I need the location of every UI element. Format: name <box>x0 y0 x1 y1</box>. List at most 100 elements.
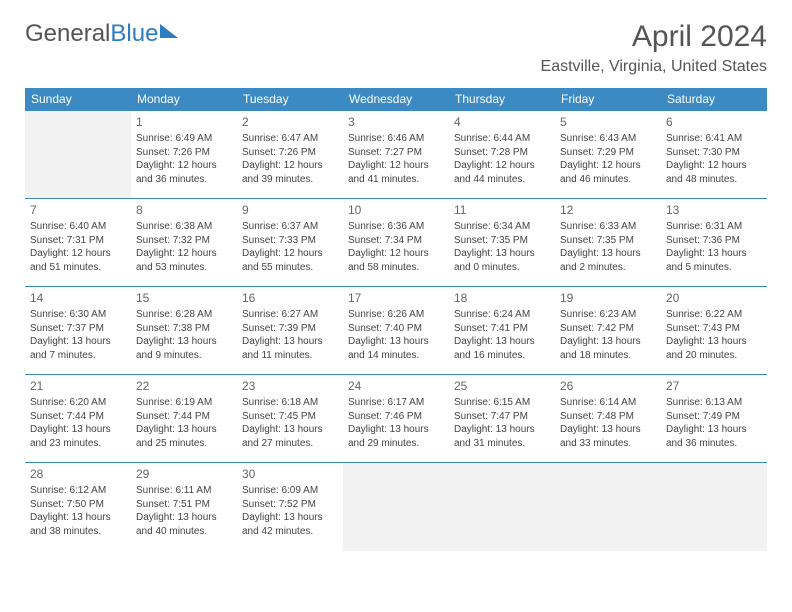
day-info-line: Sunset: 7:35 PM <box>560 234 656 248</box>
day-info-line: Sunset: 7:26 PM <box>242 146 338 160</box>
day-info-line: and 0 minutes. <box>454 261 550 275</box>
day-info-line: and 20 minutes. <box>666 349 762 363</box>
day-info-line: Daylight: 13 hours <box>30 423 126 437</box>
day-number: 5 <box>560 114 656 130</box>
day-info-line: and 38 minutes. <box>30 525 126 539</box>
calendar-day-cell: 21Sunrise: 6:20 AMSunset: 7:44 PMDayligh… <box>25 375 131 463</box>
day-info-line: Sunrise: 6:11 AM <box>136 484 232 498</box>
calendar-header-row: SundayMondayTuesdayWednesdayThursdayFrid… <box>25 88 767 111</box>
day-info-line: Daylight: 13 hours <box>30 335 126 349</box>
day-number: 25 <box>454 378 550 394</box>
day-info-line: Sunset: 7:36 PM <box>666 234 762 248</box>
day-info-line: Sunrise: 6:28 AM <box>136 308 232 322</box>
weekday-header: Saturday <box>661 88 767 111</box>
day-number: 17 <box>348 290 444 306</box>
day-info-line: Daylight: 13 hours <box>136 423 232 437</box>
location-text: Eastville, Virginia, United States <box>541 58 767 76</box>
day-info-line: Daylight: 13 hours <box>560 423 656 437</box>
calendar-day-cell: 27Sunrise: 6:13 AMSunset: 7:49 PMDayligh… <box>661 375 767 463</box>
day-info-line: and 55 minutes. <box>242 261 338 275</box>
day-number: 15 <box>136 290 232 306</box>
day-info-line: Daylight: 13 hours <box>136 335 232 349</box>
day-info-line: and 36 minutes. <box>136 173 232 187</box>
day-info-line: Daylight: 12 hours <box>136 247 232 261</box>
day-info-line: and 23 minutes. <box>30 437 126 451</box>
day-info-line: Daylight: 12 hours <box>454 159 550 173</box>
calendar-day-cell: 6Sunrise: 6:41 AMSunset: 7:30 PMDaylight… <box>661 111 767 199</box>
day-info-line: Sunset: 7:34 PM <box>348 234 444 248</box>
day-info-line: Sunrise: 6:36 AM <box>348 220 444 234</box>
day-info-line: and 27 minutes. <box>242 437 338 451</box>
day-info-line: Sunrise: 6:09 AM <box>242 484 338 498</box>
day-info-line: Sunrise: 6:20 AM <box>30 396 126 410</box>
calendar-week-row: 28Sunrise: 6:12 AMSunset: 7:50 PMDayligh… <box>25 463 767 551</box>
day-info-line: and 48 minutes. <box>666 173 762 187</box>
day-number: 30 <box>242 466 338 482</box>
day-info-line: Sunset: 7:45 PM <box>242 410 338 424</box>
day-info-line: Sunset: 7:32 PM <box>136 234 232 248</box>
calendar-day-cell: 14Sunrise: 6:30 AMSunset: 7:37 PMDayligh… <box>25 287 131 375</box>
calendar-day-cell: 24Sunrise: 6:17 AMSunset: 7:46 PMDayligh… <box>343 375 449 463</box>
day-info-line: Sunrise: 6:18 AM <box>242 396 338 410</box>
day-info-line: Sunrise: 6:24 AM <box>454 308 550 322</box>
day-info-line: Daylight: 12 hours <box>242 159 338 173</box>
day-info-line: Sunrise: 6:19 AM <box>136 396 232 410</box>
day-info-line: Sunset: 7:42 PM <box>560 322 656 336</box>
day-info-line: Daylight: 13 hours <box>666 335 762 349</box>
calendar-day-cell: 1Sunrise: 6:49 AMSunset: 7:26 PMDaylight… <box>131 111 237 199</box>
day-info-line: Sunrise: 6:26 AM <box>348 308 444 322</box>
day-info-line: Sunset: 7:26 PM <box>136 146 232 160</box>
day-info-line: Sunset: 7:48 PM <box>560 410 656 424</box>
day-info-line: and 36 minutes. <box>666 437 762 451</box>
day-number: 10 <box>348 202 444 218</box>
day-info-line: Sunrise: 6:46 AM <box>348 132 444 146</box>
day-info-line: Sunrise: 6:41 AM <box>666 132 762 146</box>
calendar-week-row: 7Sunrise: 6:40 AMSunset: 7:31 PMDaylight… <box>25 199 767 287</box>
day-info-line: Sunset: 7:40 PM <box>348 322 444 336</box>
day-info-line: Sunrise: 6:12 AM <box>30 484 126 498</box>
calendar-empty-cell <box>25 111 131 199</box>
day-info-line: Sunrise: 6:23 AM <box>560 308 656 322</box>
day-number: 8 <box>136 202 232 218</box>
day-number: 24 <box>348 378 444 394</box>
day-info-line: Daylight: 12 hours <box>560 159 656 173</box>
day-info-line: Sunrise: 6:44 AM <box>454 132 550 146</box>
day-number: 18 <box>454 290 550 306</box>
day-info-line: and 51 minutes. <box>30 261 126 275</box>
day-info-line: Sunset: 7:35 PM <box>454 234 550 248</box>
day-info-line: Daylight: 12 hours <box>666 159 762 173</box>
day-info-line: Daylight: 13 hours <box>348 335 444 349</box>
day-info-line: Daylight: 13 hours <box>242 511 338 525</box>
day-info-line: Sunset: 7:50 PM <box>30 498 126 512</box>
day-info-line: Sunset: 7:28 PM <box>454 146 550 160</box>
day-info-line: and 7 minutes. <box>30 349 126 363</box>
day-info-line: and 2 minutes. <box>560 261 656 275</box>
day-info-line: Daylight: 13 hours <box>454 335 550 349</box>
day-info-line: Daylight: 13 hours <box>666 247 762 261</box>
day-info-line: Daylight: 12 hours <box>242 247 338 261</box>
day-number: 12 <box>560 202 656 218</box>
day-info-line: Sunset: 7:30 PM <box>666 146 762 160</box>
day-number: 16 <box>242 290 338 306</box>
day-info-line: and 9 minutes. <box>136 349 232 363</box>
calendar-week-row: 1Sunrise: 6:49 AMSunset: 7:26 PMDaylight… <box>25 111 767 199</box>
day-info-line: and 11 minutes. <box>242 349 338 363</box>
day-info-line: Daylight: 12 hours <box>348 247 444 261</box>
calendar-day-cell: 15 Sunrise: 6:28 AMSunset: 7:38 PMDayligh… <box>131 287 237 375</box>
day-info-line: and 16 minutes. <box>454 349 550 363</box>
logo: GeneralBlue <box>25 20 178 48</box>
day-info-line: Sunrise: 6:34 AM <box>454 220 550 234</box>
day-info-line: Sunrise: 6:43 AM <box>560 132 656 146</box>
calendar-day-cell: 20Sunrise: 6:22 AMSunset: 7:43 PMDayligh… <box>661 287 767 375</box>
day-info-line: Daylight: 12 hours <box>30 247 126 261</box>
day-info-line: Sunrise: 6:38 AM <box>136 220 232 234</box>
calendar-week-row: 21Sunrise: 6:20 AMSunset: 7:44 PMDayligh… <box>25 375 767 463</box>
day-info-line: Sunset: 7:38 PM <box>136 322 232 336</box>
day-info-line: Sunrise: 6:40 AM <box>30 220 126 234</box>
calendar-day-cell: 10 Sunrise: 6:36 AMSunset: 7:34 PMDayligh… <box>343 199 449 287</box>
calendar-day-cell: 2Sunrise: 6:47 AMSunset: 7:26 PMDaylight… <box>237 111 343 199</box>
day-info-line: Sunset: 7:44 PM <box>30 410 126 424</box>
day-number: 23 <box>242 378 338 394</box>
day-info-line: Daylight: 12 hours <box>348 159 444 173</box>
day-info-line: Sunset: 7:49 PM <box>666 410 762 424</box>
